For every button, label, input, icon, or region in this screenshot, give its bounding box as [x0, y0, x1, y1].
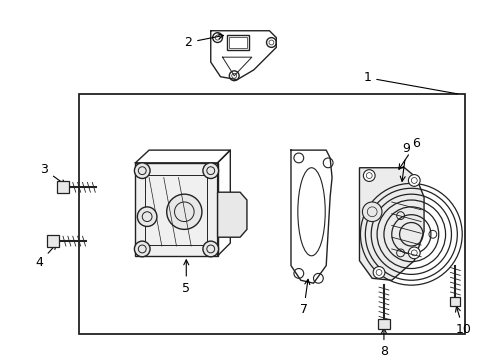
Text: 8: 8	[379, 328, 387, 358]
Circle shape	[203, 241, 218, 257]
Ellipse shape	[297, 168, 325, 256]
Text: 2: 2	[184, 34, 223, 49]
Bar	[449, 297, 459, 306]
Bar	[227, 35, 248, 50]
Text: 9: 9	[400, 142, 409, 181]
Text: 10: 10	[454, 307, 470, 336]
Bar	[145, 175, 206, 245]
Text: 4: 4	[36, 244, 56, 269]
Circle shape	[407, 175, 419, 186]
Bar	[47, 235, 59, 247]
Circle shape	[407, 247, 419, 259]
Text: 7: 7	[299, 279, 309, 316]
Bar	[57, 181, 69, 193]
Polygon shape	[217, 192, 246, 237]
Bar	[79, 94, 464, 334]
Text: 1: 1	[363, 71, 457, 94]
Bar	[377, 319, 389, 329]
Circle shape	[372, 266, 384, 278]
Circle shape	[203, 163, 218, 179]
Circle shape	[362, 202, 381, 221]
Circle shape	[134, 241, 150, 257]
Text: 6: 6	[398, 137, 419, 169]
Circle shape	[137, 207, 157, 226]
Bar	[229, 37, 246, 48]
Bar	[135, 163, 217, 256]
Circle shape	[363, 170, 374, 181]
Text: 5: 5	[182, 260, 190, 294]
Circle shape	[166, 194, 202, 229]
Polygon shape	[359, 168, 423, 280]
Circle shape	[134, 163, 150, 179]
Text: 3: 3	[41, 163, 65, 185]
